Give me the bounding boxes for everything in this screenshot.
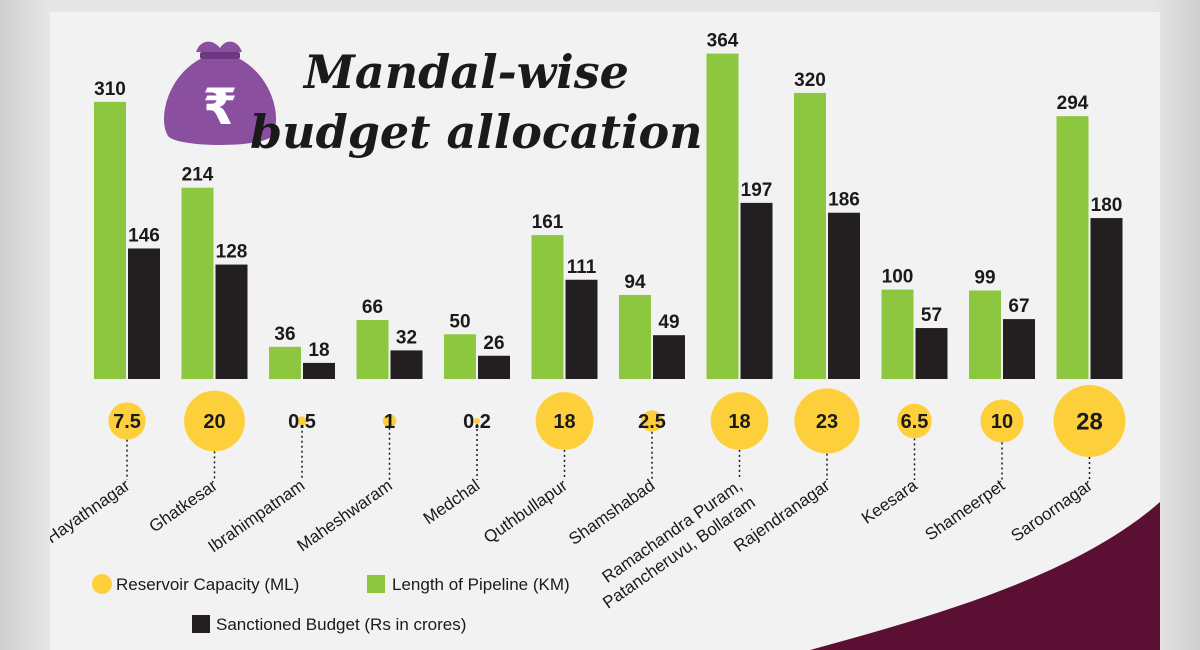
reservoir-label: 6.5 xyxy=(901,411,929,433)
label-budget: 32 xyxy=(396,327,417,348)
category-label: Shamshabad xyxy=(565,476,658,549)
category-label: Ibrahimpatnam xyxy=(205,476,309,557)
legend-pipeline-label: Length of Pipeline (KM) xyxy=(392,575,570,594)
rupee-money-bag-icon: ₹ xyxy=(163,41,277,145)
label-pipeline: 364 xyxy=(707,31,739,52)
reservoir-circle xyxy=(710,392,769,450)
label-budget: 146 xyxy=(128,225,160,246)
label-budget: 186 xyxy=(828,190,860,211)
bar-budget xyxy=(828,212,860,379)
rupee-symbol: ₹ xyxy=(203,78,238,136)
bar-pipeline xyxy=(619,294,651,379)
reservoir-circle xyxy=(297,416,307,426)
bar-budget xyxy=(128,248,160,379)
bar-budget xyxy=(478,355,510,379)
reservoir-circle xyxy=(897,403,932,439)
reservoir-circle xyxy=(382,414,397,428)
label-pipeline: 66 xyxy=(362,297,383,318)
reservoir-circle xyxy=(473,417,481,425)
chart-title-line2: budget allocation xyxy=(250,105,703,159)
category-label: Quthbullapur xyxy=(480,476,571,548)
label-pipeline: 100 xyxy=(882,267,914,288)
bar-budget xyxy=(1090,218,1123,379)
bar-pipeline xyxy=(969,290,1001,379)
label-budget: 18 xyxy=(308,340,329,361)
bar-budget xyxy=(390,350,423,379)
bar-budget xyxy=(215,264,248,379)
bar-pipeline xyxy=(1056,116,1089,379)
reservoir-label: 20 xyxy=(203,411,225,433)
reservoir-circle xyxy=(794,388,860,454)
bar-pipeline xyxy=(181,187,214,379)
category-label: Medchal xyxy=(420,476,484,528)
reservoir-circle xyxy=(184,390,245,452)
label-budget: 57 xyxy=(921,305,942,326)
label-pipeline: 310 xyxy=(94,79,126,100)
bar-groups: 310 146 214 128 36 18 66 32 50 26 161 111 94 49 364 197… xyxy=(94,31,1123,380)
reservoir-circle xyxy=(535,392,594,450)
bar-budget xyxy=(1003,319,1035,379)
bar-budget xyxy=(303,362,335,379)
bar-pipeline xyxy=(881,289,914,379)
legend-budget-swatch xyxy=(192,615,210,633)
reservoir-circle xyxy=(1053,385,1126,457)
label-pipeline: 99 xyxy=(974,267,995,288)
label-pipeline: 320 xyxy=(794,70,826,91)
category-label: Hayathnagar xyxy=(50,476,134,548)
legend: Reservoir Capacity (ML) Length of Pipeli… xyxy=(92,574,570,634)
reservoir-circle xyxy=(641,410,663,432)
bar-budget xyxy=(915,328,948,379)
bar-budget xyxy=(565,279,598,379)
category-label: Shameerpet xyxy=(922,476,1009,545)
label-budget: 26 xyxy=(483,333,504,354)
bar-pipeline xyxy=(706,53,739,380)
label-pipeline: 94 xyxy=(624,272,646,293)
legend-pipeline-swatch xyxy=(367,575,385,593)
bar-budget xyxy=(740,202,773,379)
reservoir-label: 1 xyxy=(384,411,395,433)
legend-reservoir-swatch xyxy=(92,574,112,594)
corner-swoosh xyxy=(810,502,1160,650)
reservoir-label: 0.2 xyxy=(463,411,491,433)
bar-pipeline xyxy=(356,319,389,379)
label-pipeline: 294 xyxy=(1057,93,1089,114)
reservoir-circle xyxy=(108,402,146,440)
legend-budget-label: Sanctioned Budget (Rs in crores) xyxy=(216,615,466,634)
label-pipeline: 161 xyxy=(532,212,564,233)
label-budget: 128 xyxy=(216,242,248,263)
label-budget: 197 xyxy=(741,180,773,201)
label-budget: 49 xyxy=(658,312,679,333)
label-pipeline: 214 xyxy=(182,165,214,186)
budget-chart: ₹ Mandal-wise budget allocation 310 146 21… xyxy=(50,31,1160,650)
category-label: Saroornagar xyxy=(1007,476,1096,546)
bar-pipeline xyxy=(794,92,826,380)
reservoir-label: 7.5 xyxy=(113,411,141,433)
reservoir-label: 10 xyxy=(991,411,1013,433)
chart-title-line1: Mandal-wise xyxy=(302,45,629,99)
category-label: Keesara xyxy=(858,475,921,527)
bar-pipeline xyxy=(444,334,476,379)
category-label: Ghatkesar xyxy=(146,476,221,537)
reservoir-label: 18 xyxy=(728,411,750,433)
reservoir-circles: 7.5 20 0.5 1 0.2 18 2.5 18 23 6.5 10 28 xyxy=(108,385,1126,480)
label-budget: 67 xyxy=(1008,296,1029,317)
reservoir-circle xyxy=(980,399,1024,443)
bar-budget xyxy=(653,335,685,379)
reservoir-label: 2.5 xyxy=(638,411,666,433)
reservoir-label: 18 xyxy=(553,411,575,433)
label-budget: 180 xyxy=(1091,195,1123,216)
bar-pipeline xyxy=(269,346,301,379)
reservoir-label: 23 xyxy=(816,411,838,433)
bar-pipeline xyxy=(531,235,564,379)
label-pipeline: 36 xyxy=(274,324,295,345)
category-label: Maheshwaram xyxy=(294,476,396,556)
label-budget: 111 xyxy=(567,257,597,278)
bar-pipeline xyxy=(94,101,126,380)
chart-panel: ₹ Mandal-wise budget allocation 310 146 21… xyxy=(50,12,1160,650)
reservoir-label: 28 xyxy=(1076,409,1103,436)
legend-reservoir-label: Reservoir Capacity (ML) xyxy=(116,575,299,594)
reservoir-label: 0.5 xyxy=(288,411,316,433)
label-pipeline: 50 xyxy=(449,311,470,332)
